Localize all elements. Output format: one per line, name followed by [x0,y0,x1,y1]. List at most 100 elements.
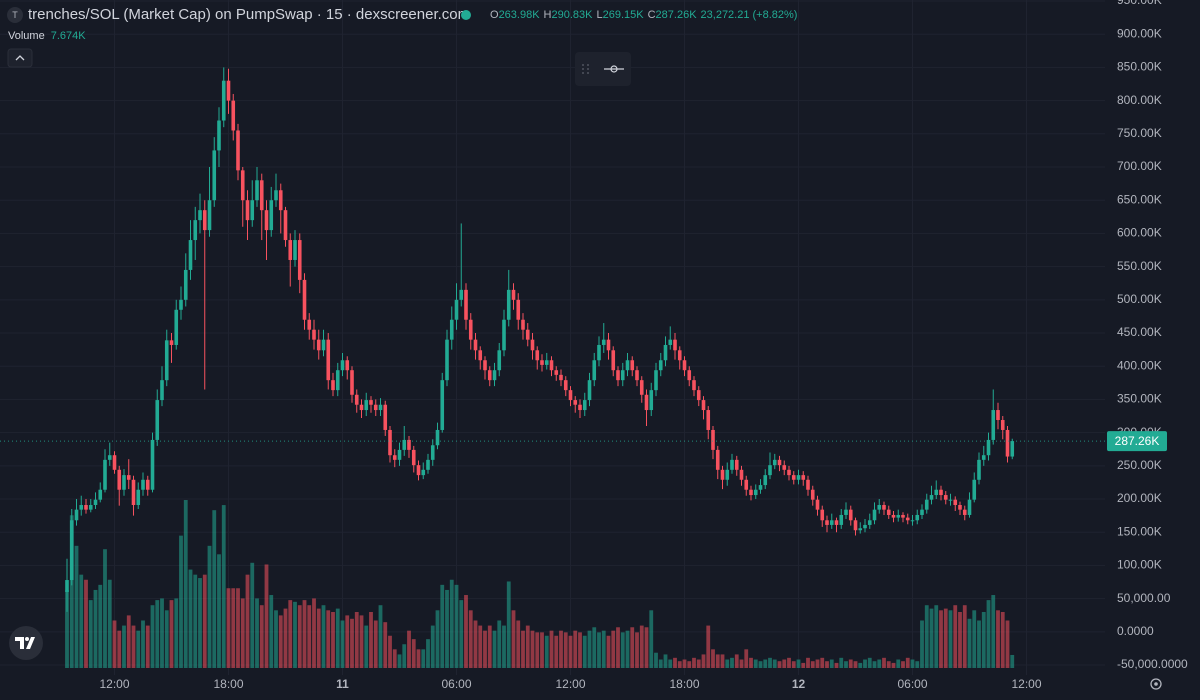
volume-bar [701,654,706,668]
volume-bar [549,630,554,668]
candle-body [411,449,416,466]
candle-body [112,455,117,470]
candle-body [198,210,202,221]
volume-bar [335,608,340,668]
candle-body [397,449,402,460]
candle-body [145,479,150,490]
volume-bar [193,574,198,668]
volume-bar [364,625,369,668]
axis-layer: 950.00K 900.00K 850.00K 800.00K 750.00K 700.0… [0,0,1188,691]
volume-bar [297,605,302,668]
volume-bar [872,661,877,668]
candle-body [706,410,711,430]
volume-bar [601,630,606,668]
candle-body [649,390,654,411]
collapse-button[interactable] [7,48,33,68]
volume-bar [796,659,801,668]
volume-bar [910,659,915,668]
ohlc-key: L [596,9,602,21]
candle-body [639,380,644,395]
volume-bar [511,610,516,668]
candle-body [107,455,112,460]
volume-bar [720,654,725,668]
volume-bar [435,610,440,668]
volume-bar [939,610,943,668]
y-tick-label: 350.00K [1117,392,1162,406]
symbol-icon-text: T [12,10,18,20]
candle-body [449,319,454,340]
candle-body [535,350,540,361]
candle-body [117,469,122,490]
candle-body [701,400,706,411]
volume-bar [473,620,478,668]
volume-bar [288,600,293,668]
candle-body [388,429,392,456]
volume-bar [416,649,421,668]
volume-bar [207,545,212,668]
volume-bar [635,632,639,668]
candle-body [915,514,920,521]
collapse-button-bg[interactable] [7,48,33,68]
volume-bar [540,632,544,668]
candle-body [962,509,967,515]
candle-body [739,469,744,480]
x-tick-label: 12:00 [555,677,585,691]
volume-bar [948,610,953,668]
y-tick-label: 400.00K [1117,358,1162,372]
volume-bar [468,610,473,668]
volume-bar [901,661,905,668]
candle-body [378,404,383,411]
toolbar-icon[interactable] [604,65,624,73]
candle-body [473,339,478,351]
volume-bar [730,657,734,668]
volume-legend: Volume 7.674K [8,30,86,42]
candle-body [601,339,606,345]
volume-bar [141,620,145,668]
ohlc-value: 263.98K [499,9,541,21]
candle-body [777,459,782,466]
volume-bar [967,618,972,668]
volume-bar [791,661,796,668]
candle-body [416,465,421,476]
volume-bar [483,630,487,668]
candle-body [316,339,321,351]
volume-bar [573,630,578,668]
settings-icon[interactable] [1150,678,1162,690]
volume-bar [1000,612,1005,668]
settings-button[interactable] [1150,678,1162,690]
volume-bar [559,630,563,668]
volume-bar [449,579,454,668]
tv-logo-dot [25,637,29,641]
volume-bar [958,612,962,668]
volume-bar [972,610,977,668]
candle-body [264,210,269,231]
y-tick-label: -50,000.0000 [1117,657,1188,671]
candle-body [521,319,525,330]
symbol-icon [7,7,23,23]
volume-bar [734,654,739,668]
candle-body [958,505,962,510]
candle-body [867,520,872,525]
y-tick-label: 650.00K [1117,192,1162,206]
candle-body [611,350,616,371]
candle-body [141,479,145,490]
volume-bar [497,620,502,668]
candle-body [278,190,283,211]
volume-bar [977,620,981,668]
candle-body [464,289,468,320]
candle-body [606,339,611,351]
candle-body [440,380,445,430]
volume-bar [625,630,630,668]
volume-bar [502,625,506,668]
candle-body [658,360,663,371]
drag-handle [582,64,589,74]
candle-body [445,339,449,381]
candle-body [991,410,996,440]
tv-logo[interactable] [9,626,43,660]
candle-body [150,439,155,490]
volume-bar [421,649,426,668]
candle-body [487,370,492,381]
floating-toolbar[interactable] [575,52,631,86]
candle-body [844,509,848,515]
volume-bar [331,612,335,668]
